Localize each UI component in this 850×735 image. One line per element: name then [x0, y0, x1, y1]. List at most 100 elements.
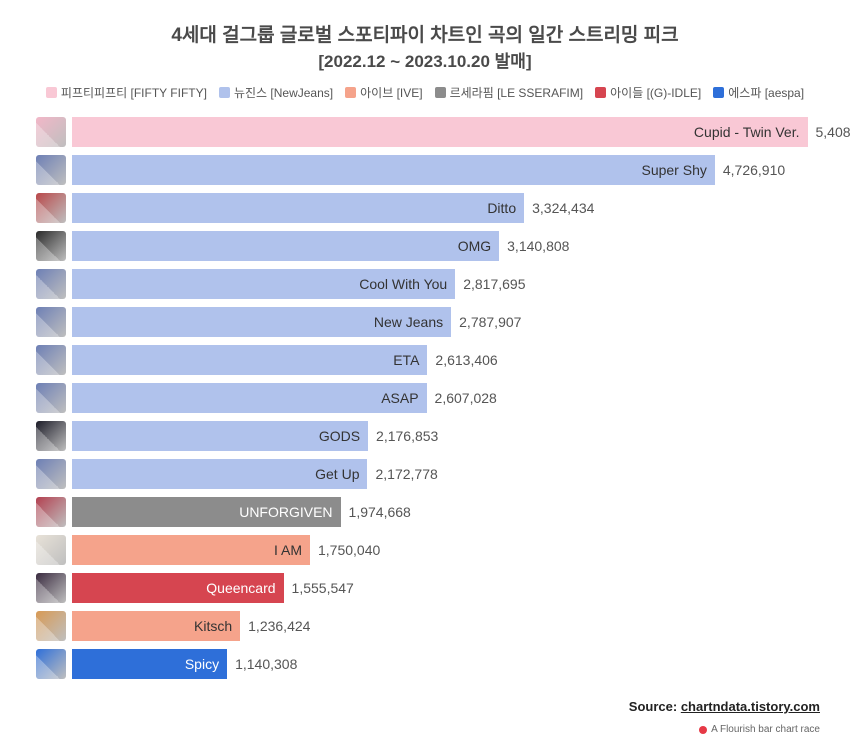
bar-row: UNFORGIVEN 1,974,668 — [36, 495, 820, 529]
song-label: OMG — [458, 238, 491, 254]
legend: 피프티피프티 [FIFTY FIFTY] 뉴진스 [NewJeans] 아이브 [I… — [30, 84, 820, 101]
source-footer: Source: chartndata.tistory.com — [30, 699, 820, 714]
legend-item[interactable]: 아이브 [IVE] — [345, 84, 422, 101]
album-thumbnail — [36, 193, 66, 223]
album-thumbnail — [36, 421, 66, 451]
song-label: Super Shy — [641, 162, 706, 178]
song-label: Cool With You — [359, 276, 447, 292]
value-label: 2,607,028 — [435, 390, 497, 406]
bar: Kitsch — [72, 611, 240, 641]
bar-track: Super Shy4,726,910 — [72, 155, 820, 185]
value-label: 3,324,434 — [532, 200, 594, 216]
value-label: 1,750,040 — [318, 542, 380, 558]
legend-swatch — [595, 87, 606, 98]
bar: GODS — [72, 421, 368, 451]
bar-row: Super Shy4,726,910 — [36, 153, 820, 187]
legend-item[interactable]: 피프티피프티 [FIFTY FIFTY] — [46, 84, 207, 101]
title-block: 4세대 걸그룹 글로벌 스포티파이 차트인 곡의 일간 스트리밍 피크 [202… — [30, 20, 820, 72]
legend-label: 피프티피프티 [FIFTY FIFTY] — [61, 84, 207, 101]
flourish-text: A Flourish bar chart race — [711, 724, 820, 735]
album-thumbnail — [36, 611, 66, 641]
bar: Cupid - Twin Ver. — [72, 117, 808, 147]
bar: I AM — [72, 535, 310, 565]
song-label: New Jeans — [374, 314, 443, 330]
bar-track: ETA2,613,406 — [72, 345, 820, 375]
song-label: Queencard — [206, 580, 275, 596]
bar-track: I AM 1,750,040 — [72, 535, 820, 565]
legend-item[interactable]: 아이들 [(G)-IDLE] — [595, 84, 701, 101]
bar: New Jeans — [72, 307, 451, 337]
flourish-icon — [699, 726, 707, 734]
bar: Super Shy — [72, 155, 715, 185]
album-thumbnail — [36, 535, 66, 565]
album-thumbnail — [36, 459, 66, 489]
legend-label: 르세라핌 [LE SSERAFIM] — [450, 84, 584, 101]
bar-row: ETA2,613,406 — [36, 343, 820, 377]
bar-row: Kitsch 1,236,424 — [36, 609, 820, 643]
value-label: 5,408,180 — [816, 124, 850, 140]
value-label: 2,787,907 — [459, 314, 521, 330]
legend-item[interactable]: 에스파 [aespa] — [713, 84, 804, 101]
bar-row: Cupid - Twin Ver.5,408,180 — [36, 115, 820, 149]
legend-item[interactable]: 뉴진스 [NewJeans] — [219, 84, 333, 101]
value-label: 1,140,308 — [235, 656, 297, 672]
bar-row: Get Up 2,172,778 — [36, 457, 820, 491]
bar-row: Spicy 1,140,308 — [36, 647, 820, 681]
legend-swatch — [46, 87, 57, 98]
album-thumbnail — [36, 345, 66, 375]
bar-row: ASAP 2,607,028 — [36, 381, 820, 415]
legend-swatch — [435, 87, 446, 98]
legend-swatch — [713, 87, 724, 98]
bar-row: OMG 3,140,808 — [36, 229, 820, 263]
album-thumbnail — [36, 383, 66, 413]
album-thumbnail — [36, 269, 66, 299]
bar-track: Ditto 3,324,434 — [72, 193, 820, 223]
album-thumbnail — [36, 573, 66, 603]
legend-label: 아이들 [(G)-IDLE] — [610, 84, 701, 101]
song-label: ASAP — [381, 390, 418, 406]
bar-row: Queencard1,555,547 — [36, 571, 820, 605]
bar-track: New Jeans 2,787,907 — [72, 307, 820, 337]
source-link[interactable]: chartndata.tistory.com — [681, 699, 820, 714]
legend-item[interactable]: 르세라핌 [LE SSERAFIM] — [435, 84, 584, 101]
bar: Queencard — [72, 573, 284, 603]
bar-track: Cupid - Twin Ver.5,408,180 — [72, 117, 820, 147]
bar-track: Queencard1,555,547 — [72, 573, 820, 603]
bar: UNFORGIVEN — [72, 497, 341, 527]
value-label: 1,236,424 — [248, 618, 310, 634]
value-label: 2,817,695 — [463, 276, 525, 292]
bar: Cool With You — [72, 269, 455, 299]
song-label: I AM — [274, 542, 302, 558]
bar-row: New Jeans 2,787,907 — [36, 305, 820, 339]
album-thumbnail — [36, 117, 66, 147]
song-label: GODS — [319, 428, 360, 444]
album-thumbnail — [36, 497, 66, 527]
value-label: 2,176,853 — [376, 428, 438, 444]
value-label: 2,613,406 — [435, 352, 497, 368]
song-label: Spicy — [185, 656, 219, 672]
song-label: UNFORGIVEN — [239, 504, 332, 520]
song-label: Kitsch — [194, 618, 232, 634]
legend-label: 에스파 [aespa] — [728, 84, 804, 101]
bar-track: ASAP 2,607,028 — [72, 383, 820, 413]
bar-track: Kitsch 1,236,424 — [72, 611, 820, 641]
bar: Get Up — [72, 459, 367, 489]
bar-row: GODS 2,176,853 — [36, 419, 820, 453]
bar: ASAP — [72, 383, 427, 413]
legend-label: 아이브 [IVE] — [360, 84, 422, 101]
bar-track: Spicy 1,140,308 — [72, 649, 820, 679]
album-thumbnail — [36, 649, 66, 679]
bar-track: GODS 2,176,853 — [72, 421, 820, 451]
value-label: 1,974,668 — [349, 504, 411, 520]
bar-row: Ditto 3,324,434 — [36, 191, 820, 225]
value-label: 2,172,778 — [375, 466, 437, 482]
album-thumbnail — [36, 231, 66, 261]
source-prefix: Source: — [629, 699, 681, 714]
bar-track: OMG 3,140,808 — [72, 231, 820, 261]
bar: Ditto — [72, 193, 524, 223]
value-label: 3,140,808 — [507, 238, 569, 254]
album-thumbnail — [36, 307, 66, 337]
legend-label: 뉴진스 [NewJeans] — [234, 84, 333, 101]
song-label: Cupid - Twin Ver. — [694, 124, 800, 140]
bar-track: UNFORGIVEN 1,974,668 — [72, 497, 820, 527]
